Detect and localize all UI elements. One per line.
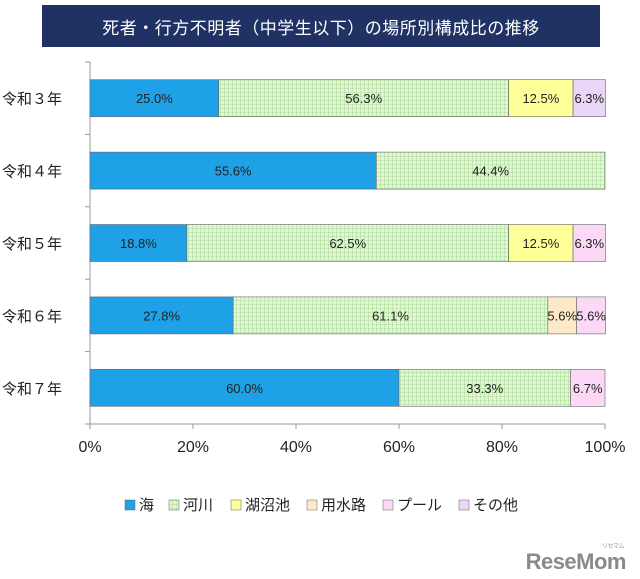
bar-segment bbox=[570, 368, 606, 407]
data-label: 62.5% bbox=[329, 236, 366, 251]
legend-label: プール bbox=[397, 496, 442, 514]
bar-segment bbox=[89, 224, 188, 262]
data-label: 25.0% bbox=[136, 91, 173, 106]
bars: 25.0% 56.3% 12.5% 6.3% 55.6% 44.4% 18.8% 62.5% 1… bbox=[89, 79, 606, 407]
bar-segment bbox=[186, 224, 509, 262]
x-axis-tick-labels: 0% 20% 40% 60% 80% 100% bbox=[78, 439, 625, 456]
legend-swatch bbox=[306, 499, 318, 511]
data-label: 5.6% bbox=[576, 308, 606, 323]
data-label: 6.3% bbox=[574, 91, 604, 106]
data-label: 6.7% bbox=[573, 381, 603, 396]
legend: 海 河川 湖沼池 用水路 プール その他 bbox=[124, 496, 518, 514]
bar-segment bbox=[576, 296, 606, 335]
x-tick-label: 100% bbox=[585, 439, 626, 456]
x-tick-label: 20% bbox=[177, 439, 209, 456]
category-label: 令和４年 bbox=[2, 163, 62, 181]
data-label: 12.5% bbox=[522, 91, 559, 106]
data-label: 44.4% bbox=[472, 164, 509, 179]
legend-label: 河川 bbox=[183, 496, 213, 514]
watermark-small-text: リセマム bbox=[601, 544, 625, 550]
category-label: 令和３年 bbox=[2, 90, 62, 108]
watermark-text: ReseMom bbox=[525, 549, 627, 574]
x-tick-label: 0% bbox=[78, 439, 101, 456]
data-label: 56.3% bbox=[345, 91, 382, 106]
category-label: 令和７年 bbox=[2, 380, 62, 398]
data-label: 33.3% bbox=[466, 381, 503, 396]
data-label: 6.3% bbox=[574, 236, 604, 251]
bar-segment bbox=[376, 151, 606, 190]
category-label: 令和６年 bbox=[2, 307, 62, 325]
bar-segment bbox=[89, 296, 234, 335]
bar-segment bbox=[508, 224, 574, 262]
data-label: 18.8% bbox=[120, 236, 157, 251]
legend-swatch bbox=[124, 499, 136, 511]
legend-swatch bbox=[382, 499, 394, 511]
data-label: 12.5% bbox=[522, 236, 559, 251]
resemom-logo: ReseMom リセマム bbox=[525, 544, 627, 575]
data-label: 5.6% bbox=[547, 308, 577, 323]
bar-segment bbox=[89, 151, 377, 190]
data-label: 61.1% bbox=[372, 308, 409, 323]
x-tick-label: 60% bbox=[383, 439, 415, 456]
bar-segment bbox=[89, 368, 400, 407]
legend-swatch bbox=[168, 499, 180, 511]
bar-segment bbox=[218, 79, 509, 117]
legend-label: 用水路 bbox=[321, 496, 366, 514]
bar-segment bbox=[508, 79, 574, 117]
bar-segment bbox=[572, 79, 606, 117]
x-tick-label: 40% bbox=[280, 439, 312, 456]
bar-segment bbox=[547, 296, 577, 335]
data-label: 55.6% bbox=[215, 164, 252, 179]
category-label: 令和５年 bbox=[2, 235, 62, 253]
bar-segment bbox=[572, 224, 606, 262]
bar-segment bbox=[89, 79, 220, 117]
legend-label: 湖沼池 bbox=[245, 496, 290, 514]
legend-swatch bbox=[458, 499, 470, 511]
data-label: 60.0% bbox=[226, 381, 263, 396]
x-tick-label: 80% bbox=[486, 439, 518, 456]
data-label: 27.8% bbox=[143, 308, 180, 323]
legend-label: その他 bbox=[473, 496, 518, 514]
chart-title: 死者・行方不明者（中学生以下）の場所別構成比の推移 bbox=[42, 5, 600, 47]
legend-swatch bbox=[230, 499, 242, 511]
legend-label: 海 bbox=[139, 496, 154, 514]
bar-segment bbox=[398, 368, 571, 407]
bar-segment bbox=[232, 296, 549, 335]
